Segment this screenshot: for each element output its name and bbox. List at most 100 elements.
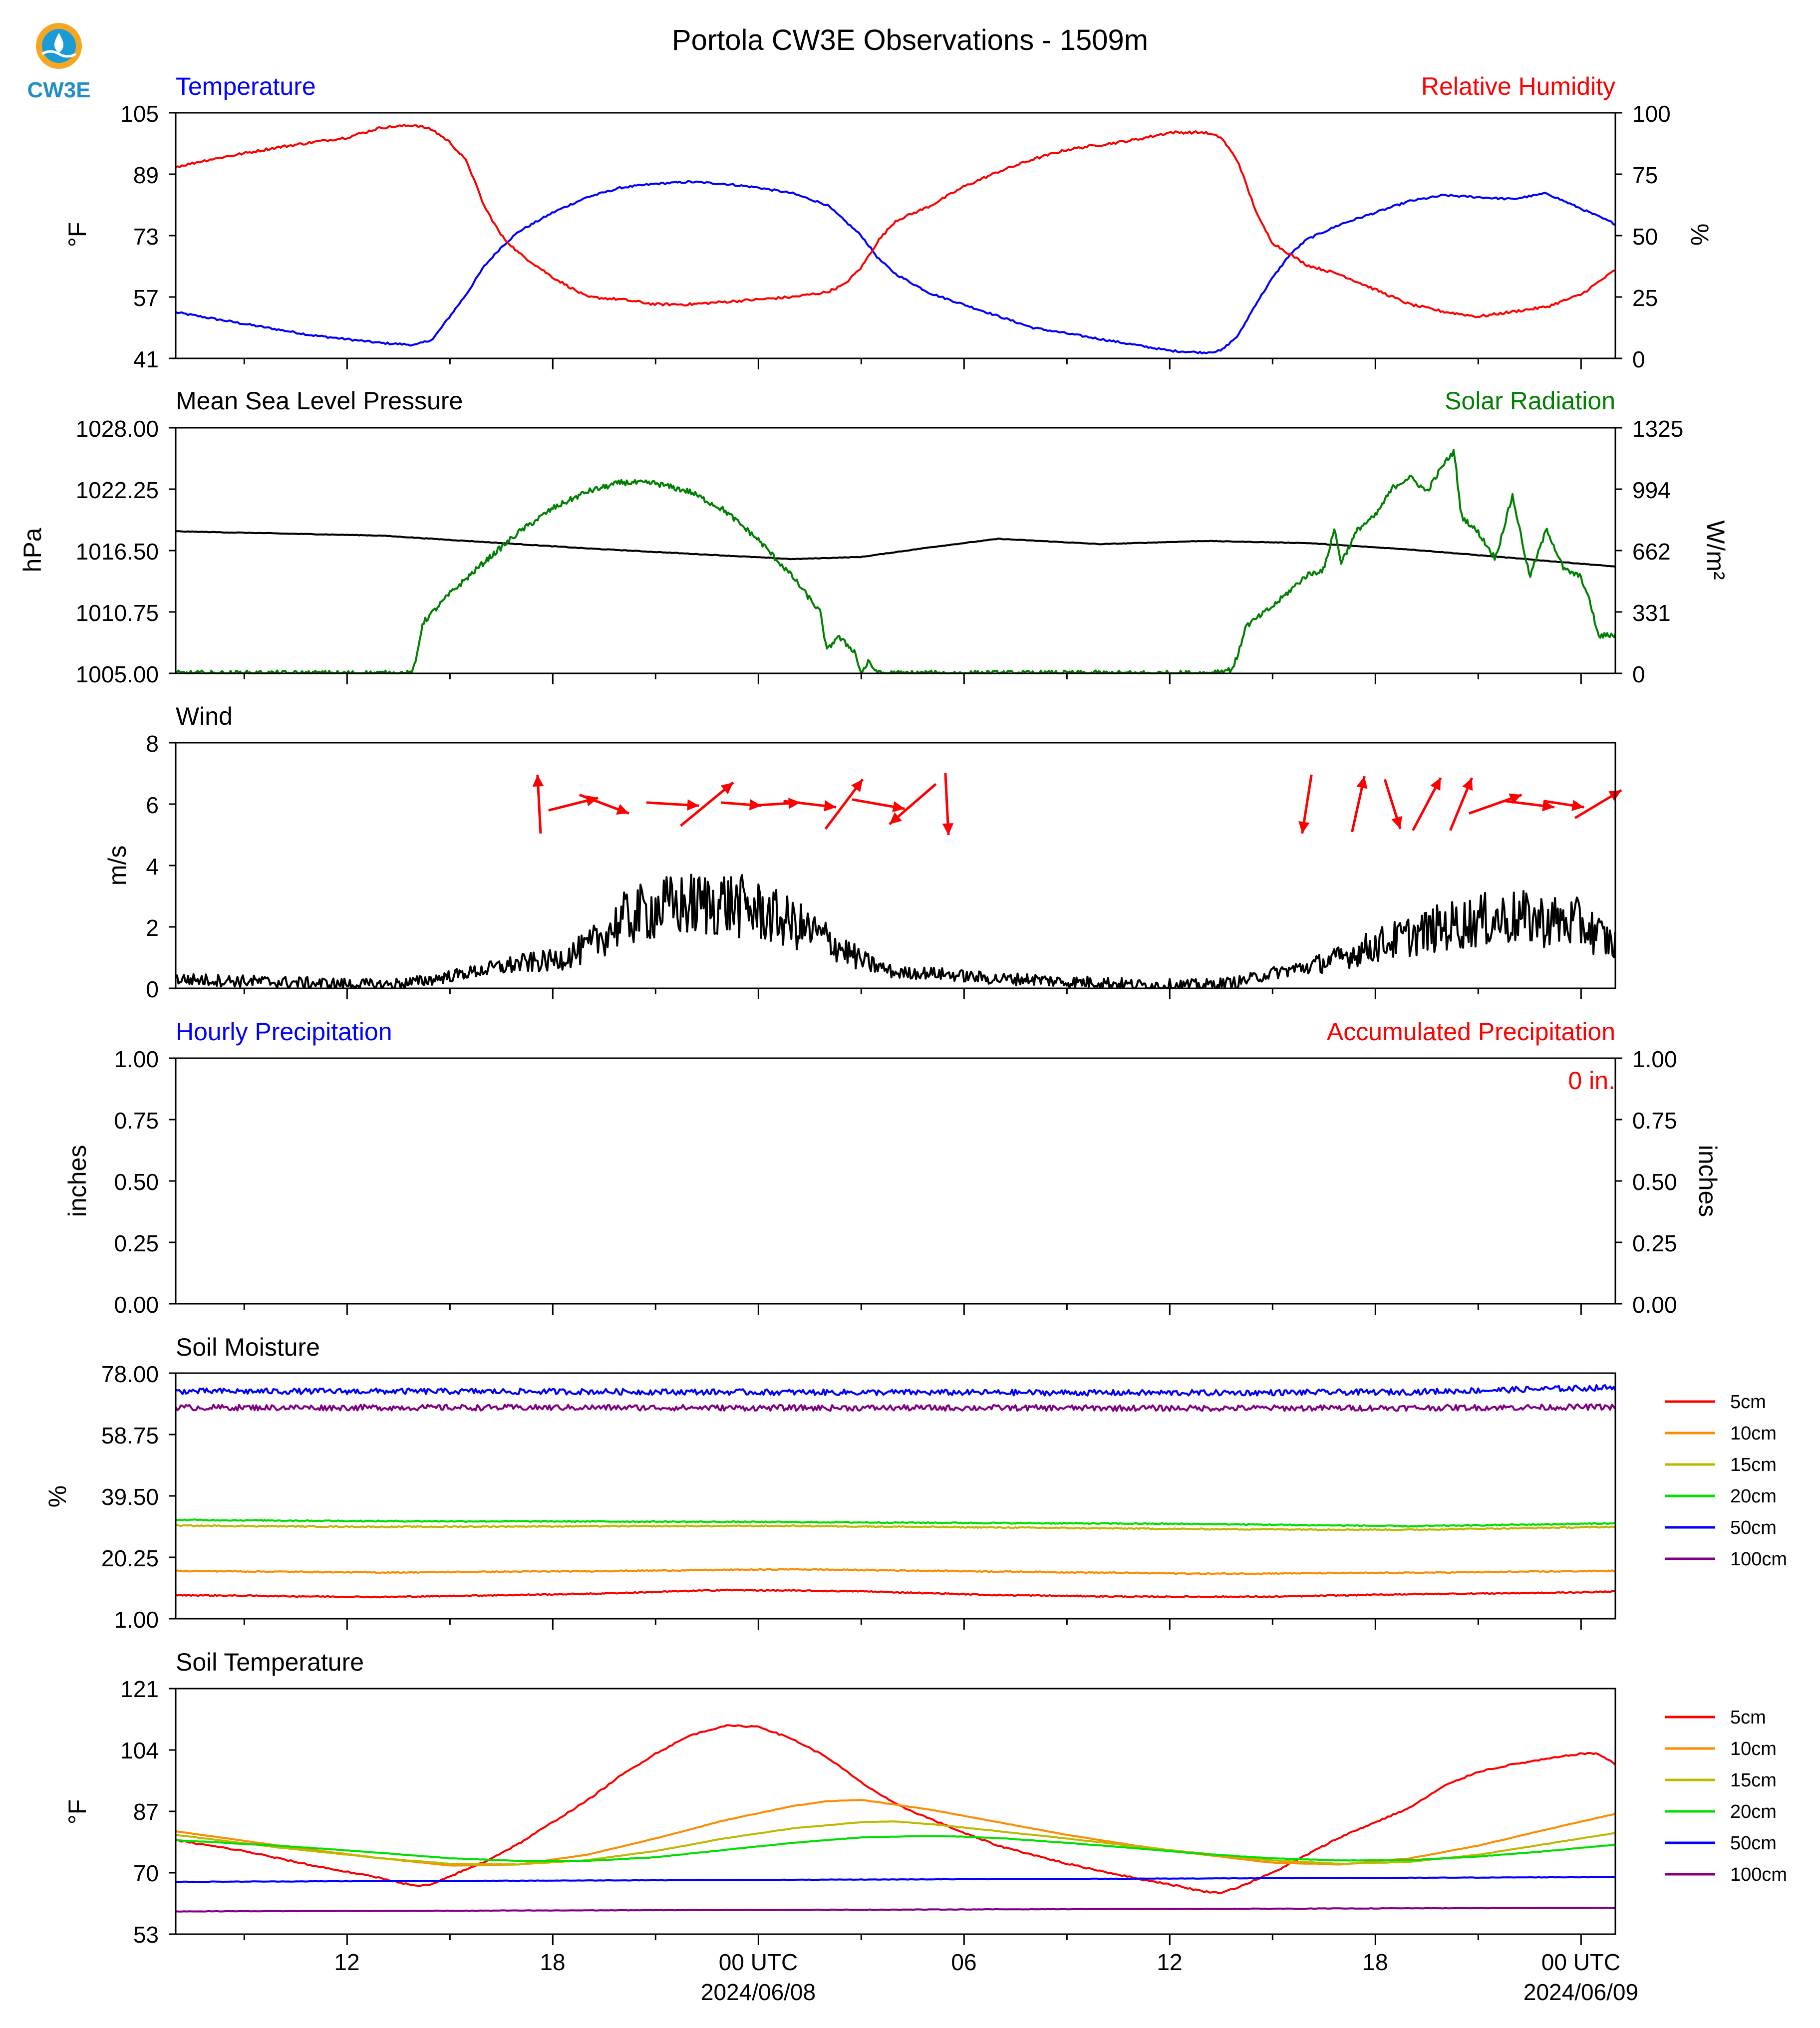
soil-temperature-line-50cm [176,1876,1615,1883]
accum-tick-075: 0.75 [1632,1108,1677,1134]
logo-text: CW3E [27,78,90,102]
sm-tick-58: 58.75 [101,1423,159,1449]
sm-tick-39: 39.50 [101,1484,159,1510]
time-axis-ticks [169,112,1622,1945]
wind-axis-unit: m/s [103,846,131,886]
soil-temperature-plot-area [175,1724,1616,1913]
pressure-label: Mean Sea Level Pressure [176,387,463,415]
legend-label-20cm: 20cm [1730,1486,1777,1507]
humidity-right-ticks: 100 75 50 25 0 [1632,101,1671,372]
temperature-line [175,180,1616,355]
wind-tick-0: 0 [146,976,159,1002]
temperature-label: Temperature [176,72,316,100]
soil-moisture-label: Soil Moisture [176,1333,320,1361]
legend-label-5cm: 5cm [1730,1392,1766,1413]
figure-title: Portola CW3E Observations - 1509m [672,24,1148,56]
date-label-1: 2024/06/08 [701,1979,816,2005]
solar-tick-331: 331 [1632,600,1671,626]
pressure-tick-1010: 1010.75 [76,600,159,626]
temp-tick-41: 41 [133,346,159,372]
soil-moisture-axis-unit: % [43,1485,71,1507]
temperature-left-ticks: 105 89 73 57 41 [120,101,159,372]
rh-tick-0: 0 [1632,346,1645,372]
pressure-tick-1016: 1016.50 [76,539,159,565]
time-label-00utc-1: 00 UTC [719,1949,798,1975]
precip-left-ticks: 1.00 0.75 0.50 0.25 0.00 [114,1046,159,1318]
precip-axis-unit: inches [63,1145,91,1217]
wind-arrow-head [616,804,629,815]
temperature-axis-unit: °F [63,222,91,248]
temp-tick-73: 73 [133,224,159,250]
legend-label-100cm: 100cm [1730,1864,1787,1885]
solar-right-ticks: 1325 994 662 331 0 [1632,416,1683,687]
rh-tick-50: 50 [1632,224,1658,250]
time-axis-labels: 12 18 00 UTC 06 12 18 00 UTC 2024/06/08 … [334,1949,1638,2005]
time-label-12: 12 [334,1949,359,1975]
wind-tick-6: 6 [146,792,159,818]
accum-tick-1: 1.00 [1632,1046,1677,1072]
time-label-00utc-2: 00 UTC [1541,1949,1620,1975]
wind-arrow-head [892,801,905,813]
wind-tick-2: 2 [146,915,159,941]
legend-label-10cm: 10cm [1730,1423,1777,1444]
wind-left-ticks: 8 6 4 2 0 [146,731,159,1002]
st-tick-121: 121 [120,1676,159,1702]
wind-arrow-head [942,823,954,835]
humidity-line [175,124,1616,318]
wind-arrow-head [851,779,863,792]
soil-temperature-line-100cm [175,1906,1616,1913]
accum-total-label: 0 in. [1568,1067,1615,1095]
cw3e-logo: CW3E [27,23,91,102]
precip-tick-025: 0.25 [114,1230,159,1256]
legend-label-15cm: 15cm [1730,1770,1777,1791]
soil-temperature-left-ticks: 121 104 87 70 53 [120,1676,159,1948]
wind-arrow-head [687,799,699,811]
accum-tick-025: 0.25 [1632,1230,1677,1256]
wind-tick-4: 4 [146,854,159,879]
wind-arrow-head [1571,800,1584,811]
humidity-axis-unit: % [1686,224,1714,246]
accum-axis-unit: inches [1694,1145,1722,1217]
wind-label: Wind [176,702,233,730]
soil-moisture-line-50cm [175,1384,1616,1397]
pressure-line [175,530,1616,568]
date-label-2: 2024/06/09 [1523,1979,1638,2005]
soil-temperature-legend: 5cm 10cm 15cm 20cm 50cm 100cm [1665,1707,1787,1885]
hourly-precip-label: Hourly Precipitation [176,1018,392,1046]
panel-pressure: Mean Sea Level Pressure Solar Radiation … [18,387,1730,687]
temp-tick-105: 105 [120,101,159,127]
rh-tick-100: 100 [1632,101,1671,127]
soil-moisture-plot-area [175,1384,1616,1599]
time-label-06: 06 [951,1949,976,1975]
rh-tick-25: 25 [1632,285,1658,311]
wind-arrow-head [824,800,836,812]
wind-arrow-head [1391,816,1402,829]
solar-axis-unit: W/m² [1702,520,1730,579]
soil-moisture-line-10cm [175,1567,1616,1575]
logo-droplet-icon [54,33,64,53]
st-tick-104: 104 [120,1738,159,1763]
sm-tick-1: 1.00 [114,1607,159,1633]
temp-tick-57: 57 [133,285,159,311]
wind-plot-area [175,773,1622,989]
precip-tick-075: 0.75 [114,1108,159,1134]
soil-moisture-line-15cm [175,1524,1616,1531]
soil-moisture-line-20cm [175,1518,1616,1528]
pressure-axis-unit: hPa [18,528,46,572]
logo-wave-icon [41,50,77,58]
wind-arrow-head [1356,776,1368,789]
soil-moisture-line-5cm [175,1588,1616,1599]
soil-moisture-line-100cm [175,1403,1616,1412]
legend-label-50cm: 50cm [1730,1517,1777,1538]
temperature-plot-area [175,124,1616,355]
solar-tick-662: 662 [1632,539,1671,565]
st-tick-53: 53 [133,1922,159,1948]
soil-moisture-left-ticks: 78.00 58.75 39.50 20.25 1.00 [101,1361,159,1633]
soil-temperature-axis-unit: °F [63,1799,91,1825]
precip-tick-1: 1.00 [114,1046,159,1072]
panel-temperature: Temperature Relative Humidity 105 89 73 … [63,72,1714,372]
st-tick-87: 87 [133,1799,159,1825]
panel-wind: Wind 8 6 4 2 0 m/s [103,702,1622,1002]
